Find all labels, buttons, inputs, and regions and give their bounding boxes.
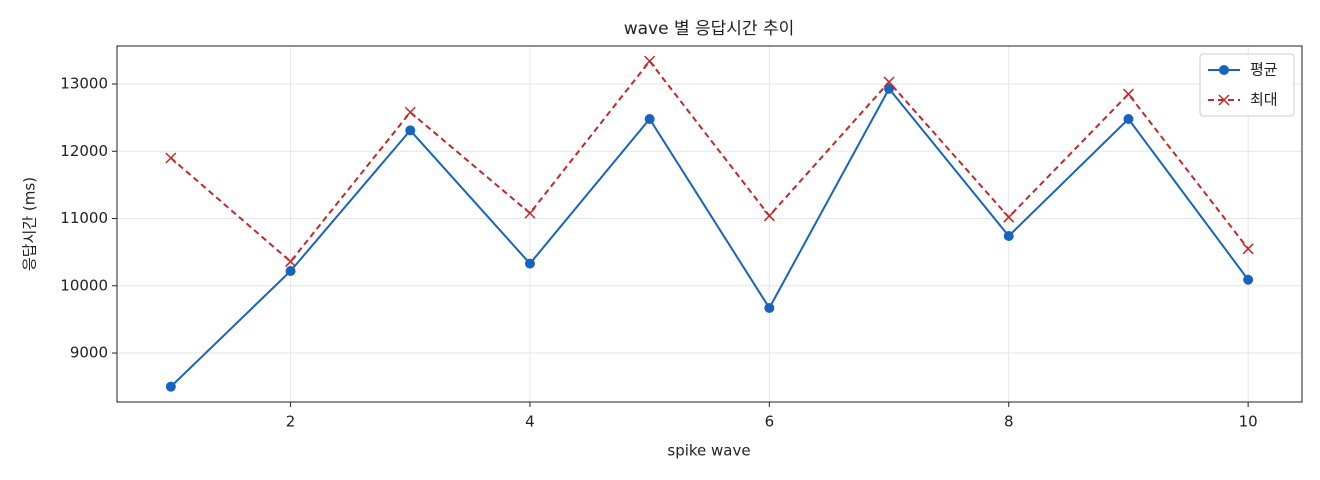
y-tick-label: 9000	[70, 344, 108, 362]
marker	[883, 76, 895, 88]
marker	[165, 152, 177, 164]
x-tick-label: 8	[1004, 413, 1014, 431]
y-tick-label: 10000	[60, 276, 108, 294]
marker	[764, 302, 775, 313]
marker	[1003, 231, 1014, 242]
marker	[1242, 243, 1254, 255]
marker	[405, 125, 416, 136]
y-tick-label: 13000	[60, 75, 108, 93]
x-tick-label: 4	[525, 413, 535, 431]
marker	[1123, 113, 1134, 124]
marker	[1003, 211, 1015, 223]
marker	[285, 256, 297, 268]
x-tick-label: 10	[1239, 413, 1258, 431]
y-tick-label: 12000	[60, 142, 108, 160]
marker	[644, 113, 655, 124]
marker	[165, 381, 176, 392]
chart-title: wave 별 응답시간 추이	[624, 19, 795, 39]
legend-marker	[1218, 94, 1230, 106]
legend-marker	[1219, 65, 1229, 75]
marker	[524, 207, 536, 219]
marker	[285, 265, 296, 276]
series-line	[170, 86, 1249, 388]
series-line	[170, 59, 1249, 263]
marker	[524, 258, 535, 269]
marker	[644, 55, 656, 67]
marker	[1122, 88, 1134, 100]
marker	[404, 106, 416, 118]
y-tick-label: 11000	[60, 209, 108, 227]
marker	[763, 210, 775, 222]
plot-frame	[116, 45, 1303, 403]
y-axis-label: 응답시간 (ms)	[21, 177, 39, 271]
legend-label: 최대	[1250, 91, 1278, 109]
x-tick-label: 2	[286, 413, 296, 431]
legend-label: 평균	[1250, 61, 1278, 79]
x-tick-label: 6	[765, 413, 775, 431]
marker	[1243, 274, 1254, 285]
x-axis-label: spike wave	[667, 442, 750, 460]
legend-box	[1199, 53, 1295, 117]
